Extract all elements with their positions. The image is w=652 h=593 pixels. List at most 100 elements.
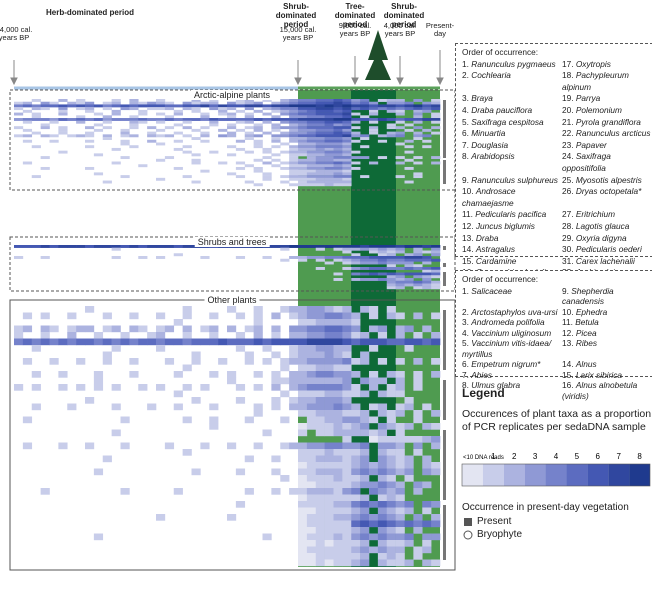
heatmap-cell — [324, 520, 334, 528]
heatmap-cell — [324, 312, 334, 320]
heatmap-cell — [102, 101, 112, 105]
heatmap-cell — [369, 272, 379, 276]
heatmap-cell — [218, 161, 228, 165]
heatmap-cell — [111, 338, 121, 346]
heatmap-cell — [324, 540, 334, 547]
heatmap-cell — [404, 245, 414, 248]
heatmap-cell — [31, 403, 41, 411]
heatmap-cell — [386, 501, 396, 508]
heatmap-cell — [235, 118, 246, 121]
heatmap-cell — [67, 118, 77, 121]
heatmap-cell — [431, 280, 441, 284]
heatmap-cell — [271, 158, 281, 162]
heatmap-cell — [289, 134, 299, 138]
heatmap-cell — [369, 436, 379, 443]
heatmap-cell — [67, 101, 77, 105]
heatmap-cell — [298, 142, 308, 146]
heatmap-cell — [342, 416, 352, 424]
heatmap-cell — [209, 332, 219, 339]
heatmap-cell — [280, 126, 290, 130]
heatmap-cell — [386, 126, 396, 130]
heatmap-cell — [377, 449, 388, 456]
heatmap-cell — [40, 101, 50, 105]
heatmap-cell — [49, 104, 59, 108]
heatmap-cell — [333, 126, 343, 130]
heatmap-cell — [404, 436, 414, 443]
heatmap-cell — [360, 475, 370, 482]
heatmap-cell — [289, 377, 299, 385]
heatmap-cell — [377, 553, 388, 560]
heatmap-cell — [129, 115, 139, 119]
heatmap-cell — [386, 264, 396, 268]
heatmap-cell — [298, 177, 308, 181]
heatmap-cell — [138, 164, 148, 168]
heatmap-cell — [93, 153, 104, 157]
heatmap-cell — [271, 134, 281, 138]
heatmap-cell — [333, 258, 343, 262]
heatmap-cell — [280, 358, 290, 365]
heatmap-cell — [404, 261, 414, 265]
heatmap-cell — [253, 410, 263, 417]
heatmap-cell — [404, 145, 414, 149]
heatmap-cell — [422, 118, 432, 121]
heatmap-cell — [315, 164, 325, 168]
heatmap-cell — [298, 109, 308, 113]
heatmap-cell — [431, 107, 441, 111]
list-item: 19. Parrya — [562, 93, 652, 105]
heatmap-cell — [147, 245, 157, 248]
heatmap-cell — [289, 161, 299, 165]
heatmap-cell — [431, 156, 441, 160]
heatmap-cell — [342, 475, 352, 482]
heatmap-cell — [182, 120, 192, 124]
list-item: 22. Ranunculus arcticus — [562, 128, 652, 140]
list-item: 15. Cardamine — [462, 256, 562, 268]
heatmap-cell — [156, 177, 166, 181]
heatmap-cell — [333, 169, 343, 173]
heatmap-cell — [129, 104, 139, 108]
heatmap-cell — [31, 371, 41, 378]
heatmap-cell — [67, 134, 77, 138]
heatmap-cell — [377, 533, 388, 541]
heatmap-cell — [209, 120, 219, 124]
heatmap-cell — [280, 416, 290, 424]
heatmap-cell — [271, 115, 281, 119]
heatmap-cell — [377, 104, 388, 108]
heatmap-cell — [431, 423, 441, 430]
item-name: Myosotis alpestris — [575, 174, 642, 185]
heatmap-cell — [306, 134, 317, 138]
item-number: 6. — [462, 359, 472, 370]
heatmap-cell — [14, 134, 24, 138]
heatmap-cell — [14, 112, 24, 116]
item-name: Eritrichium — [575, 209, 616, 220]
heatmap-cell — [333, 520, 343, 528]
legend-label: 8 — [637, 452, 642, 461]
heatmap-cell — [324, 377, 334, 385]
heatmap-cell — [369, 468, 379, 476]
heatmap-cell — [262, 172, 272, 176]
heatmap-cell — [271, 245, 281, 248]
heatmap-cell — [333, 364, 343, 372]
heatmap-cell — [404, 278, 414, 281]
heatmap-cell — [431, 559, 441, 567]
period-label: Shrub-dominated period — [383, 2, 425, 29]
heatmap-cell — [395, 112, 405, 116]
item-name: Shepherdia canadensis — [562, 285, 614, 307]
heatmap-cell — [164, 442, 175, 450]
heatmap-cell — [138, 120, 148, 124]
heatmap-cell — [280, 306, 290, 313]
heatmap-cell — [333, 345, 343, 352]
item-name: Oxyria digyna — [575, 232, 627, 243]
heatmap-cell — [351, 99, 361, 102]
heatmap-cell — [315, 494, 325, 502]
heatmap-cell — [351, 410, 361, 417]
heatmap-cell — [351, 166, 361, 170]
heatmap-cell — [395, 107, 405, 111]
heatmap-cell — [280, 131, 290, 135]
item-number: 7. — [462, 369, 472, 380]
heatmap-cell — [422, 134, 432, 138]
heatmap-cell — [182, 416, 192, 424]
heatmap-cell — [360, 104, 370, 108]
heatmap-cell — [404, 101, 414, 105]
